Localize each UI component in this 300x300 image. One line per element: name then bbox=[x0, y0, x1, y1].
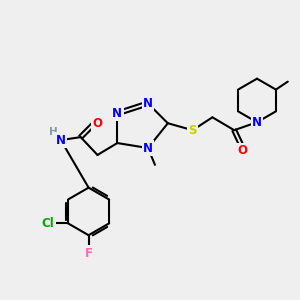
Text: F: F bbox=[85, 247, 93, 260]
Text: N: N bbox=[143, 142, 153, 154]
Text: H: H bbox=[49, 127, 57, 137]
Text: S: S bbox=[188, 124, 197, 137]
Text: O: O bbox=[92, 117, 103, 130]
Text: N: N bbox=[252, 116, 262, 129]
Text: N: N bbox=[56, 134, 66, 147]
Text: O: O bbox=[237, 145, 247, 158]
Text: N: N bbox=[112, 107, 122, 120]
Text: N: N bbox=[143, 97, 153, 110]
Text: Cl: Cl bbox=[42, 217, 55, 230]
